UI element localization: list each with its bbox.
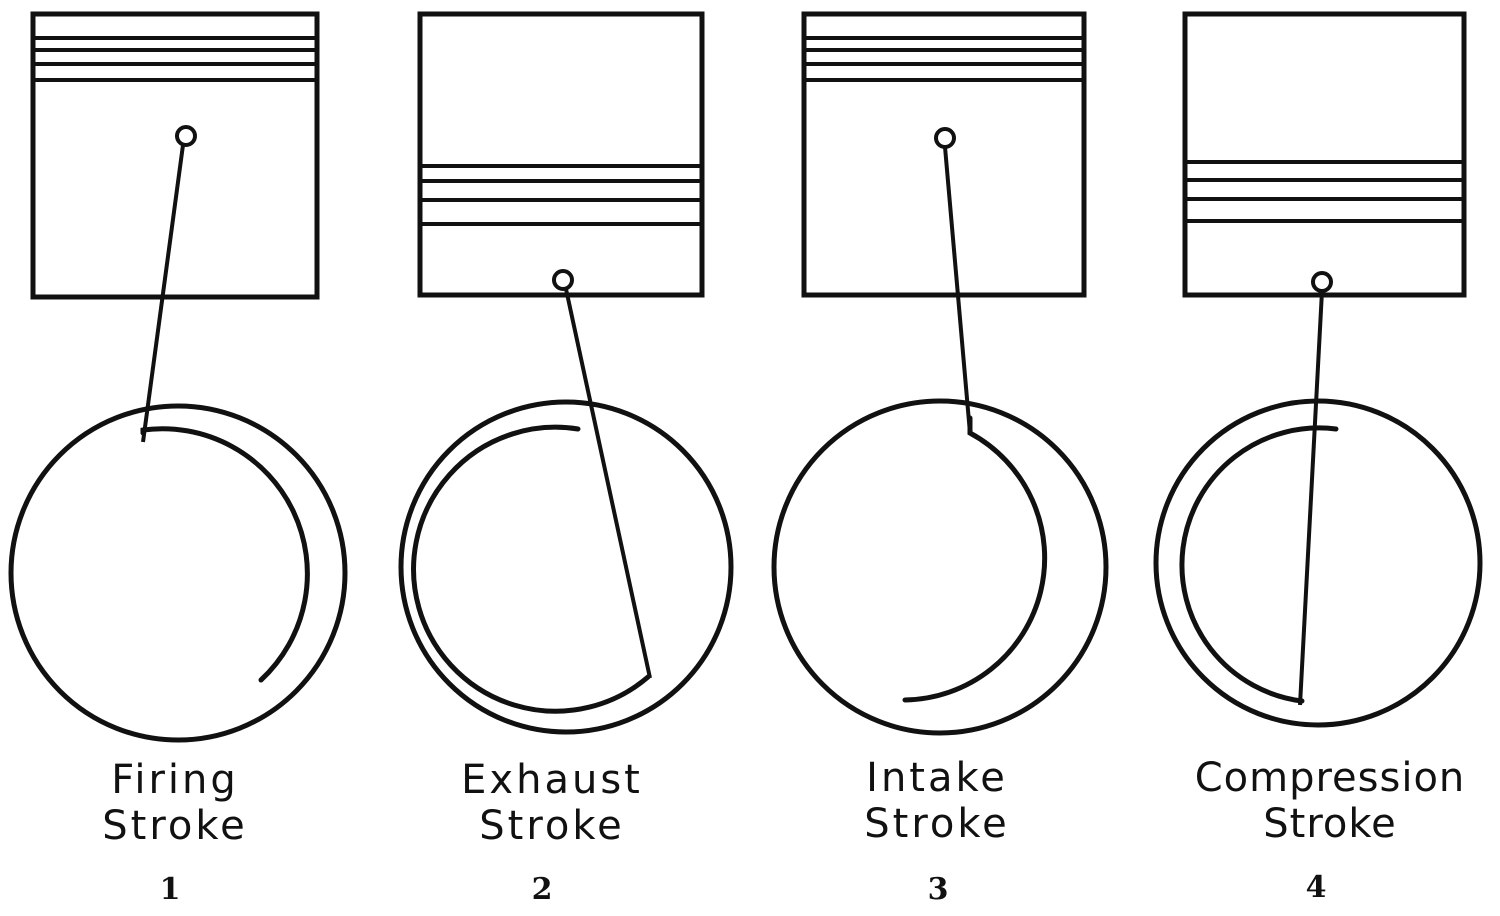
stroke-panel-4 — [1153, 11, 1483, 728]
stroke-number-2: 2 — [531, 872, 553, 907]
caption-1-line2: Stroke — [102, 803, 248, 849]
stroke-number-3: 3 — [927, 872, 949, 907]
stroke-number-4: 4 — [1305, 870, 1327, 905]
stroke-panel-2 — [398, 11, 734, 735]
crank-arc-2 — [411, 424, 651, 714]
piston-rings-3 — [804, 36, 1084, 82]
cylinder-3 — [801, 11, 1087, 298]
wrist-pin-1 — [175, 125, 197, 147]
caption-1: Firing Stroke — [25, 757, 325, 849]
cylinder-2 — [417, 11, 705, 298]
cylinder-4 — [1182, 11, 1467, 298]
connecting-rod-3 — [943, 146, 972, 434]
stroke-panel-1 — [8, 11, 348, 743]
crank-arc-1 — [140, 426, 310, 683]
wrist-pin-4 — [1311, 271, 1333, 293]
crank-circle-1 — [8, 403, 348, 743]
cylinder-1 — [30, 11, 320, 300]
crank-circle-3 — [771, 398, 1109, 736]
piston-rings-1 — [33, 36, 317, 82]
caption-4-line1: Compression — [1194, 755, 1466, 801]
caption-4: Compression Stroke — [1170, 755, 1490, 847]
crank-circle-4 — [1153, 398, 1483, 728]
crank-arc-3 — [902, 415, 1048, 703]
piston-rings-2 — [420, 164, 702, 226]
piston-rings-4 — [1185, 160, 1464, 223]
connecting-rod-4 — [1298, 290, 1324, 706]
stroke-panel-3 — [771, 11, 1109, 736]
wrist-pin-2 — [552, 269, 574, 291]
wrist-pin-3 — [934, 127, 956, 149]
caption-3-line1: Intake — [866, 755, 1008, 801]
caption-3-line2: Stroke — [864, 801, 1010, 847]
caption-2-line1: Exhaust — [461, 757, 643, 803]
connecting-rod-2 — [564, 288, 652, 679]
caption-2: Exhaust Stroke — [402, 757, 702, 849]
crank-arc-4 — [1179, 425, 1339, 704]
crank-circle-2 — [398, 399, 734, 735]
caption-3: Intake Stroke — [787, 755, 1087, 847]
stroke-number-1: 1 — [159, 872, 181, 907]
caption-2-line2: Stroke — [479, 803, 625, 849]
caption-4-line2: Stroke — [1263, 801, 1397, 847]
caption-1-line1: Firing — [111, 757, 239, 803]
connecting-rod-1 — [141, 144, 185, 443]
